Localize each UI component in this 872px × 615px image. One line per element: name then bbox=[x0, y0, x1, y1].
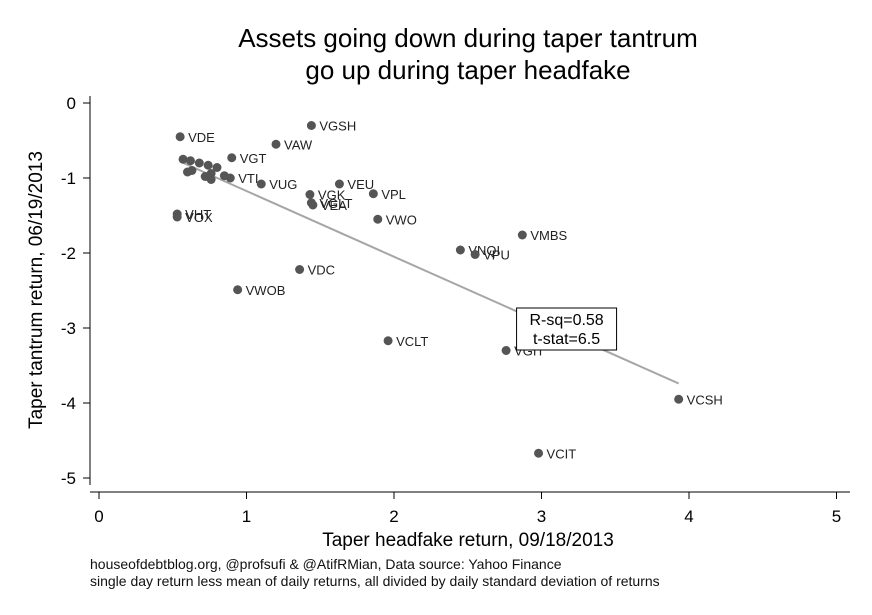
data-point bbox=[206, 175, 216, 184]
point-label: VEA bbox=[321, 198, 347, 213]
data-point bbox=[470, 250, 480, 259]
point-label: VPL bbox=[381, 187, 406, 202]
x-tick-label: 3 bbox=[537, 507, 546, 526]
data-point bbox=[256, 179, 266, 189]
data-point bbox=[203, 160, 213, 170]
point-label: VGT bbox=[240, 151, 267, 166]
point-label: VOX bbox=[185, 210, 213, 225]
x-tick-label: 0 bbox=[94, 507, 103, 526]
y-tick-label: -1 bbox=[61, 169, 76, 188]
data-point bbox=[178, 154, 188, 164]
data-point bbox=[534, 448, 544, 458]
data-point bbox=[225, 173, 235, 183]
x-tick-label: 1 bbox=[242, 507, 251, 526]
point-label: VWO bbox=[386, 212, 417, 227]
point-label: VPU bbox=[483, 248, 510, 263]
data-point bbox=[383, 336, 393, 346]
data-point bbox=[517, 230, 527, 240]
point-label: VHT bbox=[185, 207, 211, 222]
data-point bbox=[212, 163, 222, 172]
t-stat-label: t-stat=6.5 bbox=[533, 331, 600, 348]
fit-stat-annotation: R-sq=0.58 t-stat=6.5 bbox=[516, 307, 618, 351]
stat-box bbox=[516, 307, 618, 351]
data-point bbox=[674, 394, 684, 404]
r-squared-label: R-sq=0.58 bbox=[529, 312, 603, 329]
point-label: VUG bbox=[269, 177, 297, 192]
point-label: VGSH bbox=[319, 119, 356, 134]
x-axis-label: Taper headfake return, 09/18/2013 bbox=[322, 530, 614, 551]
footer-method-note: single day return less mean of daily ret… bbox=[90, 573, 660, 589]
point-label: VCLT bbox=[396, 334, 428, 349]
data-point bbox=[306, 121, 316, 130]
data-point bbox=[194, 158, 204, 168]
point-label: VAW bbox=[284, 137, 313, 152]
data-point bbox=[175, 132, 185, 142]
y-tick-label: -2 bbox=[61, 244, 76, 263]
point-label: VMBS bbox=[530, 228, 567, 243]
data-point bbox=[183, 167, 192, 177]
y-axis-label: Taper tantrum return, 06/19/2013 bbox=[26, 151, 47, 429]
footer-source: houseofdebtblog.org, @profsufi & @AtifRM… bbox=[90, 556, 562, 572]
data-point bbox=[501, 346, 511, 355]
x-tick-label: 2 bbox=[389, 507, 398, 526]
y-tick-label: 0 bbox=[67, 94, 76, 113]
y-tick-label: -5 bbox=[61, 469, 76, 488]
y-tick-label: -4 bbox=[61, 394, 76, 413]
data-point bbox=[227, 153, 237, 163]
point-label: VGK bbox=[318, 188, 346, 203]
chart-title-line-1: Assets going down during taper tantrum bbox=[238, 23, 698, 53]
chart-title-line-2: go up during taper headfake bbox=[305, 55, 630, 85]
data-point bbox=[305, 190, 315, 199]
data-point bbox=[308, 200, 318, 210]
point-label: VCSH bbox=[687, 392, 723, 407]
data-point bbox=[185, 156, 195, 166]
data-point bbox=[368, 189, 378, 199]
data-point bbox=[373, 214, 383, 224]
data-point bbox=[172, 212, 182, 222]
y-tick-label: -3 bbox=[61, 319, 76, 338]
point-label: VWOB bbox=[246, 283, 286, 298]
data-point bbox=[271, 139, 281, 149]
x-tick-label: 4 bbox=[684, 507, 693, 526]
axis-ticks: 0 1 2 3 4 5 0 -1 -2 -3 -4 -5 bbox=[61, 94, 841, 526]
point-label: VDE bbox=[188, 130, 215, 145]
point-label: VEU bbox=[347, 177, 374, 192]
x-tick-label: 5 bbox=[832, 507, 841, 526]
data-point bbox=[295, 265, 305, 274]
point-label: VDC bbox=[308, 263, 335, 278]
data-point bbox=[334, 179, 344, 189]
data-point bbox=[455, 245, 465, 255]
point-label: VCIT bbox=[547, 446, 577, 461]
point-label: VGLT bbox=[319, 196, 352, 211]
point-label: VTI bbox=[238, 171, 258, 186]
data-point bbox=[233, 285, 243, 295]
